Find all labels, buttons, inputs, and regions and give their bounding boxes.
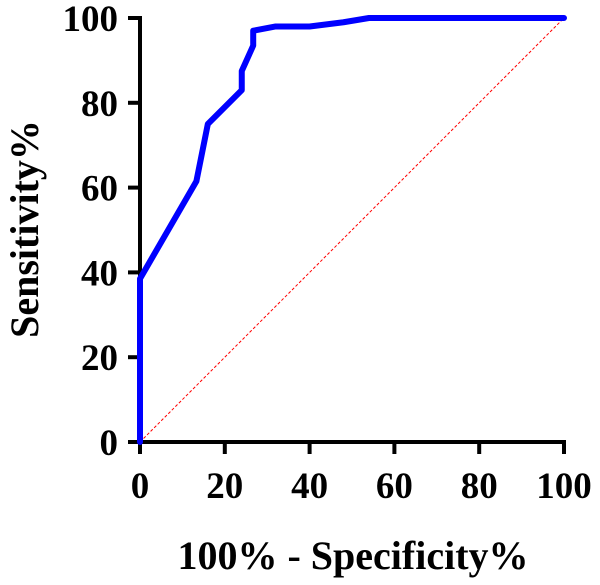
series-layer [137, 15, 567, 445]
y-tick-label: 80 [81, 84, 118, 125]
y-tick-label: 0 [100, 423, 119, 464]
x-tick-label: 20 [206, 466, 243, 507]
roc-curve-line [137, 15, 567, 445]
x-tick-label: 40 [291, 466, 328, 507]
y-tick-label: 60 [81, 169, 118, 210]
x-tick-label: 60 [376, 466, 413, 507]
y-tick-label: 40 [81, 253, 118, 294]
ticks: 0 20 40 60 80 100 0 20 40 60 80 100 [63, 0, 592, 507]
y-tick-label: 100 [63, 0, 119, 40]
x-tick-label: 100 [536, 466, 592, 507]
x-axis-title: 100% - Specificity% [177, 533, 528, 578]
y-axis-title: Sensitivity% [2, 120, 47, 338]
y-tick-label: 20 [81, 338, 118, 379]
x-tick-label: 0 [131, 466, 150, 507]
reference-diagonal-line [139, 17, 565, 443]
x-tick-label: 80 [461, 466, 498, 507]
